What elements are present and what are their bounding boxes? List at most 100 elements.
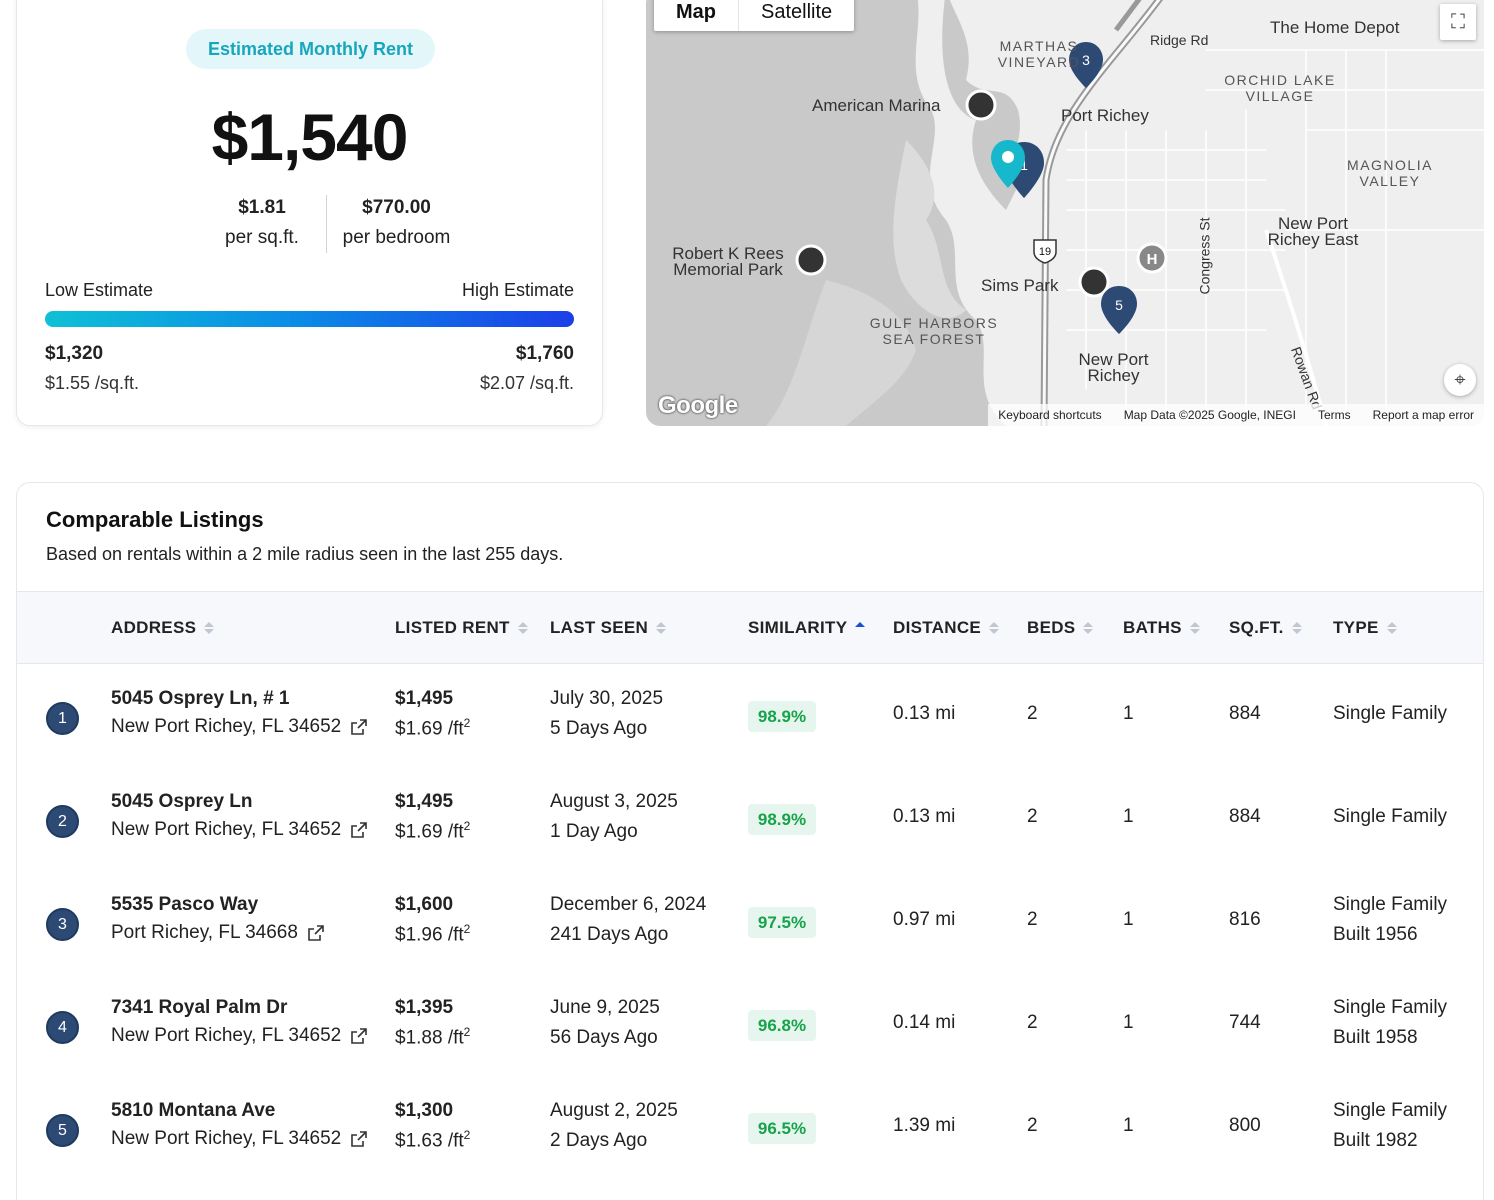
- label-home-depot: The Home Depot: [1270, 18, 1400, 37]
- table-row[interactable]: 1 5045 Osprey Ln, # 1 New Port Richey, F…: [17, 665, 1483, 768]
- baths: 1: [1123, 806, 1134, 827]
- table-row[interactable]: 5 5810 Montana Ave New Port Richey, FL 3…: [17, 1077, 1483, 1180]
- header-listed-rent[interactable]: LISTED RENT: [395, 618, 528, 638]
- estimate-pill: Estimated Monthly Rent: [186, 29, 435, 69]
- similarity-badge: 96.8%: [748, 1010, 816, 1041]
- baths: 1: [1123, 1012, 1134, 1033]
- terms-link[interactable]: Terms: [1317, 408, 1351, 422]
- header-beds[interactable]: BEDS: [1027, 618, 1094, 638]
- year-built: Built 1982: [1333, 1130, 1418, 1151]
- header-last-seen[interactable]: LAST SEEN: [550, 618, 667, 638]
- comparable-listings-card: Comparable Listings Based on rentals wit…: [16, 482, 1484, 1200]
- address-city: New Port Richey, FL 34652: [111, 819, 342, 840]
- hospital-marker: H: [1147, 251, 1158, 268]
- similarity-badge: 96.5%: [748, 1113, 816, 1144]
- address-city: New Port Richey, FL 34652: [111, 716, 342, 737]
- last-seen-ago: 2 Days Ago: [550, 1130, 648, 1151]
- route-19-shield: 19: [1039, 246, 1051, 258]
- address-city-line: New Port Richey, FL 34652: [111, 1025, 368, 1047]
- property-type: Single Family: [1333, 806, 1448, 827]
- last-seen-ago: 5 Days Ago: [550, 718, 648, 739]
- listed-rent: $1,600: [395, 894, 454, 915]
- external-link-icon[interactable]: [351, 719, 368, 735]
- address-city: New Port Richey, FL 34652: [111, 1128, 342, 1149]
- satellite-view-button[interactable]: Satellite: [761, 1, 833, 23]
- similarity-badge: 97.5%: [748, 907, 816, 938]
- beds: 2: [1027, 1012, 1038, 1033]
- sort-icon: [517, 622, 528, 634]
- table-row[interactable]: 3 5535 Pasco Way Port Richey, FL 34668 $…: [17, 871, 1483, 974]
- listed-rent: $1,395: [395, 997, 454, 1018]
- header-baths[interactable]: BATHS: [1123, 618, 1200, 638]
- header-similarity[interactable]: SIMILARITY: [748, 618, 866, 638]
- estimated-rent: $1,540: [211, 100, 409, 174]
- map-footer: Keyboard shortcuts Map Data ©2025 Google…: [988, 404, 1484, 426]
- map-canvas[interactable]: 19 H 3 1 5: [646, 0, 1484, 426]
- last-seen-ago: 241 Days Ago: [550, 924, 669, 945]
- label-magnolia-valley: MAGNOLIA VALLEY: [1347, 157, 1433, 189]
- listed-rent: $1,495: [395, 791, 454, 812]
- comps-map[interactable]: 19 H 3 1 5 Map Satellite The Home Depot …: [646, 0, 1484, 426]
- stat-divider: [326, 195, 327, 253]
- pin-5[interactable]: 5: [1115, 297, 1123, 313]
- low-estimate-label: Low Estimate: [45, 280, 154, 300]
- distance: 0.97 mi: [893, 909, 956, 930]
- table-row[interactable]: 2 5045 Osprey Ln New Port Richey, FL 346…: [17, 768, 1483, 871]
- keyboard-shortcuts-link[interactable]: Keyboard shortcuts: [998, 408, 1102, 422]
- label-ridge-rd: Ridge Rd: [1150, 32, 1209, 48]
- rent-per-sqft: $1.96 /ft2: [395, 922, 471, 946]
- property-type: Single Family: [1333, 997, 1448, 1018]
- row-number-badge: 2: [46, 805, 79, 838]
- external-link-icon[interactable]: [351, 1028, 368, 1044]
- last-seen-date: August 2, 2025: [550, 1100, 678, 1121]
- per-sqft-value: $1.81: [238, 197, 286, 218]
- sqft: 800: [1229, 1115, 1261, 1136]
- similarity-badge: 98.9%: [748, 804, 816, 835]
- address-city-line: New Port Richey, FL 34652: [111, 1128, 368, 1150]
- label-port-richey: Port Richey: [1061, 106, 1149, 125]
- map-view-button[interactable]: Map: [654, 0, 739, 31]
- sort-icon: [989, 622, 1000, 634]
- distance: 0.13 mi: [893, 806, 956, 827]
- fullscreen-icon[interactable]: ⛶: [1440, 4, 1476, 40]
- last-seen-date: August 3, 2025: [550, 791, 678, 812]
- address-city-line: New Port Richey, FL 34652: [111, 716, 368, 738]
- header-type[interactable]: TYPE: [1333, 618, 1397, 638]
- label-orchid-lake: ORCHID LAKE VILLAGE: [1224, 72, 1336, 104]
- last-seen-ago: 1 Day Ago: [550, 821, 638, 842]
- sort-asc-icon: [855, 622, 866, 634]
- property-type: Single Family: [1333, 703, 1448, 724]
- address-city-line: Port Richey, FL 34668: [111, 922, 324, 944]
- label-new-port-richey: New Port Richey: [1078, 350, 1149, 385]
- header-address[interactable]: ADDRESS: [111, 618, 215, 638]
- report-error-link[interactable]: Report a map error: [1372, 408, 1474, 422]
- rent-per-sqft: $1.88 /ft2: [395, 1025, 471, 1049]
- external-link-icon[interactable]: [351, 1131, 368, 1147]
- pin-1[interactable]: 1: [1020, 157, 1028, 173]
- table-row[interactable]: 4 7341 Royal Palm Dr New Port Richey, FL…: [17, 974, 1483, 1077]
- recenter-icon[interactable]: ⌖: [1444, 364, 1476, 396]
- per-bedroom-value: $770.00: [362, 197, 431, 218]
- external-link-icon[interactable]: [308, 925, 324, 941]
- label-new-port-richey-east: New Port Richey East: [1267, 214, 1359, 249]
- low-estimate-value: $1,320: [45, 343, 104, 364]
- rent-per-sqft: $1.69 /ft2: [395, 716, 471, 740]
- external-link-icon[interactable]: [351, 822, 368, 838]
- address-street: 7341 Royal Palm Dr: [111, 997, 288, 1018]
- header-sqft[interactable]: SQ.FT.: [1229, 618, 1302, 638]
- sort-icon: [1189, 622, 1200, 634]
- distance: 0.14 mi: [893, 1012, 956, 1033]
- sqft: 816: [1229, 909, 1261, 930]
- address-city: New Port Richey, FL 34652: [111, 1025, 342, 1046]
- label-american-marina: American Marina: [812, 96, 941, 115]
- beds: 2: [1027, 1115, 1038, 1136]
- beds: 2: [1027, 703, 1038, 724]
- label-sims-park: Sims Park: [981, 276, 1059, 295]
- header-distance[interactable]: DISTANCE: [893, 618, 1000, 638]
- high-estimate-psf: $2.07 /sq.ft.: [479, 373, 574, 393]
- estimate-range-bar: [45, 311, 574, 327]
- sqft: 744: [1229, 1012, 1261, 1033]
- year-built: Built 1956: [1333, 924, 1418, 945]
- pin-3[interactable]: 3: [1082, 52, 1090, 68]
- row-number-badge: 5: [46, 1114, 79, 1147]
